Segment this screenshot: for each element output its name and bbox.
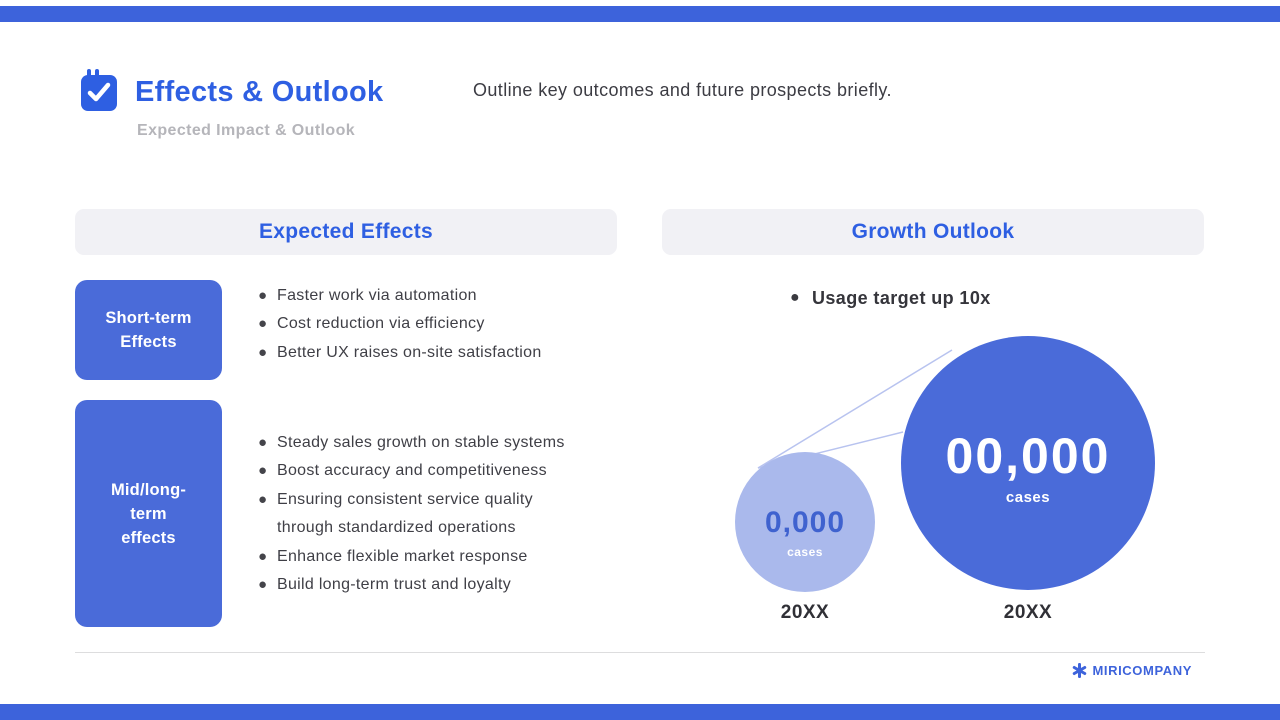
bottom-accent-bar <box>0 704 1280 720</box>
bullet-dot: ● <box>258 315 268 333</box>
bullet-text: Build long-term trust and loyalty <box>277 576 512 594</box>
list-item: ● Build long-term trust and loyalty <box>258 571 565 599</box>
footer-logo: MIRICOMPANY <box>1072 663 1192 678</box>
page-subtitle: Expected Impact & Outlook <box>137 122 356 139</box>
mid-long-term-bullet-list: ● Steady sales growth on stable systems ●… <box>258 429 565 599</box>
footer-divider <box>75 652 1205 653</box>
bullet-dot: ● <box>258 547 268 565</box>
list-item: ● Cost reduction via efficiency <box>258 310 542 338</box>
bullet-dot: ● <box>258 462 268 480</box>
page-description: Outline key outcomes and future prospect… <box>473 80 892 100</box>
large-circle-year-label: 20XX <box>1003 602 1053 623</box>
bullet-text: Ensuring consistent service quality thro… <box>277 490 533 537</box>
bullet-dot: ● <box>258 343 268 361</box>
large-growth-circle <box>901 336 1155 590</box>
list-item: ● Better UX raises on-site satisfaction <box>258 339 542 367</box>
list-item: ● Enhance flexible market response <box>258 543 565 571</box>
large-circle-unit: cases <box>1006 489 1050 506</box>
growth-bullet: ● Usage target up 10x <box>790 286 991 310</box>
bullet-text: Boost accuracy and competitiveness <box>277 462 547 480</box>
bullet-text: Cost reduction via efficiency <box>277 315 485 333</box>
list-item: ● Ensuring consistent service quality thr… <box>258 486 565 543</box>
section-title-expected-effects: Expected Effects <box>75 209 617 255</box>
bullet-text: Better UX raises on-site satisfaction <box>277 343 542 361</box>
bullet-text: Steady sales growth on stable systems <box>277 434 565 451</box>
bullet-dot: ● <box>790 289 800 306</box>
short-term-effects-box: Short-term Effects <box>75 280 222 380</box>
bullet-dot: ● <box>258 576 268 594</box>
small-circle-unit: cases <box>787 545 823 559</box>
short-term-bullet-list: ● Faster work via automation ● Cost reduct… <box>258 282 542 367</box>
small-circle-year-label: 20XX <box>780 602 830 623</box>
list-item: ● Faster work via automation <box>258 282 542 310</box>
footer-logo-text: MIRICOMPANY <box>1092 663 1192 678</box>
list-item: ● Steady sales growth on stable systems <box>258 429 565 457</box>
section-title-growth-outlook: Growth Outlook <box>662 209 1204 255</box>
bullet-text: Enhance flexible market response <box>277 547 528 565</box>
bullet-text: Usage target up 10x <box>812 288 991 308</box>
miricompany-logo-icon <box>1073 663 1087 678</box>
list-item: ● Boost accuracy and competitiveness <box>258 457 565 485</box>
top-accent-bar <box>0 6 1280 22</box>
growth-cone-line <box>757 349 953 469</box>
growth-bubble-chart: 00,000 cases 0,000 cases <box>735 336 1155 592</box>
small-growth-circle <box>735 452 875 592</box>
large-circle-value: 00,000 <box>946 428 1111 484</box>
page-title: Effects & Outlook <box>135 76 384 108</box>
mid-long-term-effects-box: Mid/long- term effects <box>75 400 222 627</box>
bullet-text: Faster work via automation <box>277 287 477 304</box>
bullet-dot: ● <box>258 287 268 304</box>
bullet-dot: ● <box>258 434 268 451</box>
checklist-icon <box>80 68 118 117</box>
bullet-dot: ● <box>258 490 268 508</box>
small-circle-value: 0,000 <box>765 506 845 539</box>
